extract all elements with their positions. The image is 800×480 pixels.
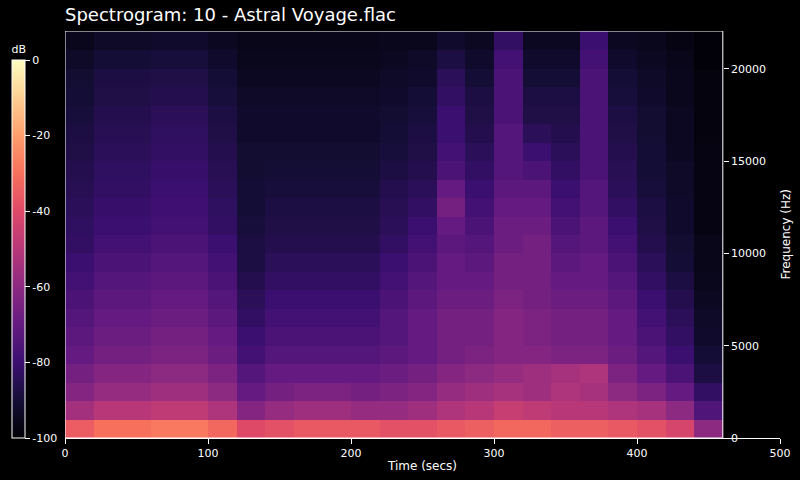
svg-text:5000: 5000	[731, 340, 759, 353]
svg-text:20000: 20000	[731, 63, 766, 76]
svg-text:Time (secs): Time (secs)	[387, 459, 457, 473]
svg-text:-40: -40	[32, 205, 50, 218]
svg-text:400: 400	[627, 447, 648, 460]
svg-text:300: 300	[484, 447, 505, 460]
svg-text:500: 500	[770, 447, 791, 460]
svg-text:10000: 10000	[731, 247, 766, 260]
svg-text:100: 100	[198, 447, 219, 460]
svg-text:-100: -100	[32, 432, 57, 445]
svg-text:dB: dB	[12, 43, 27, 56]
svg-text:Frequency (Hz): Frequency (Hz)	[779, 189, 793, 280]
svg-text:15000: 15000	[731, 155, 766, 168]
svg-text:Spectrogram: 10 - Astral Voyag: Spectrogram: 10 - Astral Voyage.flac	[65, 4, 396, 25]
svg-text:0: 0	[32, 54, 39, 67]
svg-text:0: 0	[731, 432, 738, 445]
svg-text:-80: -80	[32, 356, 50, 369]
svg-text:0: 0	[62, 447, 69, 460]
svg-text:-60: -60	[32, 281, 50, 294]
svg-text:200: 200	[341, 447, 362, 460]
svg-text:-20: -20	[32, 129, 50, 142]
